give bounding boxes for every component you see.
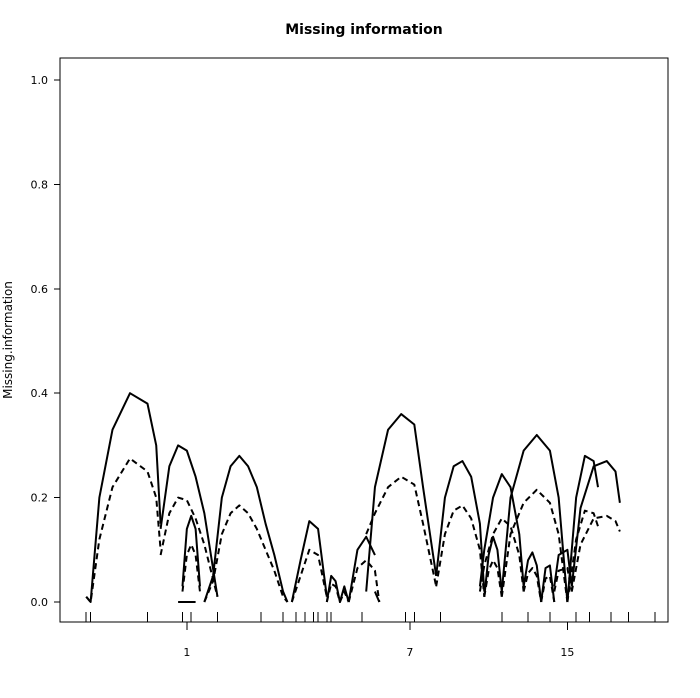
solid-series-segment <box>325 574 350 603</box>
dashed-series-segment <box>159 496 219 598</box>
dashed-series-segment <box>566 509 599 603</box>
series-dashed <box>85 457 621 603</box>
dashed-series-segment <box>181 543 201 592</box>
x-tick-label: 15 <box>560 646 574 659</box>
dashed-series-segment <box>347 559 381 603</box>
solid-series-segment <box>478 473 525 587</box>
dashed-series-segment <box>325 582 350 603</box>
dashed-series-segment <box>500 488 569 603</box>
y-axis: 0.0 0.2 0.4 0.6 0.8 1.0 <box>31 74 60 609</box>
solid-series-segment <box>566 454 599 603</box>
series-layer <box>85 392 621 603</box>
y-tick-label: 0.0 <box>31 596 49 609</box>
dashed-series-segment <box>365 475 438 587</box>
y-tick-label: 0.8 <box>31 178 49 191</box>
dashed-series-segment <box>203 504 289 603</box>
solid-series-segment <box>203 454 289 603</box>
dashed-series-segment <box>570 514 621 592</box>
series-solid <box>85 392 621 603</box>
x-tick-label: 1 <box>183 646 190 659</box>
dashed-series-segment <box>540 574 556 603</box>
solid-series-segment <box>435 460 486 592</box>
dashed-series-segment <box>290 548 328 603</box>
dashed-series-segment <box>435 504 486 597</box>
dashed-series-segment <box>85 457 162 603</box>
dashed-series-segment <box>522 567 543 603</box>
dashed-series-segment <box>553 567 573 592</box>
solid-series-segment <box>500 433 569 603</box>
marker-ticks <box>85 612 656 622</box>
solid-series-segment <box>159 444 219 597</box>
solid-series-segment <box>85 392 162 603</box>
solid-series-segment <box>570 460 621 587</box>
x-axis: 1 7 15 <box>183 622 574 659</box>
solid-series-segment <box>553 548 573 587</box>
solid-series-segment <box>347 535 376 603</box>
solid-series-segment <box>483 535 503 597</box>
solid-series-segment <box>290 520 328 603</box>
y-tick-label: 1.0 <box>31 74 49 87</box>
y-tick-label: 0.2 <box>31 492 49 505</box>
plot-frame <box>59 57 669 623</box>
solid-series-segment <box>522 551 543 603</box>
solid-series-segment <box>540 564 556 603</box>
y-tick-label: 0.4 <box>31 387 49 400</box>
chart-title: Missing information <box>285 22 443 38</box>
y-tick-label: 0.6 <box>31 283 49 296</box>
y-axis-title: Missing.information <box>1 281 15 399</box>
x-tick-label: 7 <box>406 646 413 659</box>
solid-series-segment <box>181 514 201 587</box>
solid-series-segment <box>365 413 438 592</box>
